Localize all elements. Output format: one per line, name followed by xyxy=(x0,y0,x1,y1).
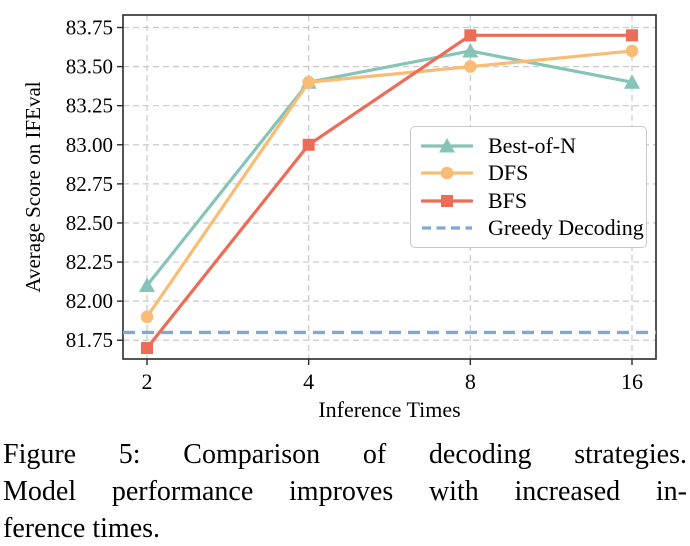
legend-label-bfs: BFS xyxy=(488,187,528,213)
series-dfs xyxy=(140,44,639,324)
svg-text:83.25: 83.25 xyxy=(66,94,113,118)
greedy-dashed-line-icon xyxy=(422,226,472,231)
chart-area: 81.75 82.00 82.25 82.50 82.75 83.00 83.25 83.50… xyxy=(21,14,657,422)
axis-ticks xyxy=(117,26,633,365)
svg-text:8: 8 xyxy=(465,369,476,394)
y-axis-label: Average Score on IFEval xyxy=(21,81,45,292)
svg-text:2: 2 xyxy=(142,369,153,394)
svg-text:82.50: 82.50 xyxy=(66,211,113,235)
svg-text:4: 4 xyxy=(303,369,314,394)
best-of-n-triangle-icon xyxy=(421,137,473,153)
caption-line-1: Figure 5: Comparison of decoding strateg… xyxy=(3,439,687,470)
chart-legend: Best-of-N DFS BFS Greedy Decoding xyxy=(410,126,647,248)
svg-text:83.50: 83.50 xyxy=(66,55,113,79)
legend-label-greedy-decoding: Greedy Decoding xyxy=(488,215,644,241)
svg-text:83.75: 83.75 xyxy=(66,16,113,40)
legend-item-greedy-decoding: Greedy Decoding xyxy=(421,217,646,239)
dfs-circle-icon xyxy=(421,166,473,180)
svg-text:82.00: 82.00 xyxy=(66,289,113,313)
caption-line-2: Model performance improves with increase… xyxy=(3,476,687,507)
legend-label-best-of-n: Best-of-N xyxy=(488,132,576,158)
svg-text:16: 16 xyxy=(621,369,643,394)
decoding-strategies-line-chart: 81.75 82.00 82.25 82.50 82.75 83.00 83.25 83.50… xyxy=(21,14,657,422)
x-tick-labels: 2 4 8 16 xyxy=(142,369,644,394)
figure-caption: Figure 5: Comparison of decoding strateg… xyxy=(0,425,690,546)
caption-line-3: ference times. xyxy=(3,513,161,544)
svg-text:83.00: 83.00 xyxy=(66,133,113,157)
legend-item-dfs: DFS xyxy=(421,162,646,184)
legend-label-dfs: DFS xyxy=(488,160,529,186)
plot-frame xyxy=(122,14,657,360)
x-axis-label: Inference Times xyxy=(318,397,460,422)
y-tick-labels: 81.75 82.00 82.25 82.50 82.75 83.00 83.25 83.50… xyxy=(66,16,113,353)
svg-text:81.75: 81.75 xyxy=(66,328,113,352)
svg-text:82.25: 82.25 xyxy=(66,250,113,274)
legend-item-best-of-n: Best-of-N xyxy=(421,132,646,158)
bfs-square-icon xyxy=(421,194,473,207)
series-bfs xyxy=(141,29,638,355)
svg-text:82.75: 82.75 xyxy=(66,172,113,196)
legend-item-bfs: BFS xyxy=(421,187,646,213)
